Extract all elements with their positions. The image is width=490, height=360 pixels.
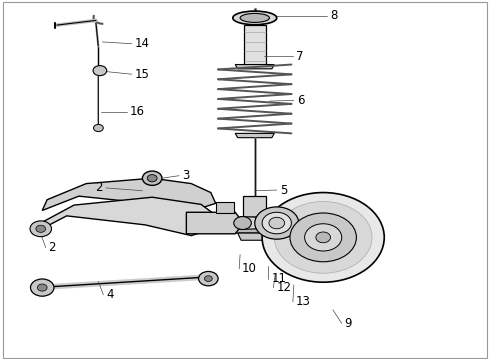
Circle shape: [143, 171, 162, 185]
Text: 9: 9: [344, 317, 352, 330]
Circle shape: [204, 276, 212, 282]
Circle shape: [36, 225, 46, 232]
Circle shape: [290, 213, 356, 262]
Text: 2: 2: [49, 241, 56, 254]
Text: 10: 10: [242, 262, 257, 275]
Circle shape: [147, 175, 157, 182]
Polygon shape: [234, 225, 275, 233]
Circle shape: [37, 284, 47, 291]
Text: 11: 11: [271, 272, 286, 285]
Text: 3: 3: [182, 169, 189, 182]
Circle shape: [94, 125, 103, 132]
Text: 13: 13: [296, 296, 311, 309]
Text: 7: 7: [296, 50, 303, 63]
Circle shape: [262, 212, 292, 234]
Polygon shape: [32, 197, 216, 235]
Circle shape: [316, 232, 331, 243]
Ellipse shape: [233, 11, 277, 25]
Circle shape: [30, 221, 51, 237]
Polygon shape: [42, 178, 216, 211]
Circle shape: [93, 66, 107, 76]
Circle shape: [262, 193, 384, 282]
Text: 15: 15: [135, 68, 149, 81]
Polygon shape: [240, 217, 277, 229]
Polygon shape: [243, 196, 267, 225]
Polygon shape: [244, 25, 266, 64]
Polygon shape: [186, 212, 240, 234]
Text: 16: 16: [130, 105, 145, 118]
Circle shape: [198, 271, 218, 286]
Circle shape: [274, 202, 372, 273]
Text: 1: 1: [275, 209, 282, 222]
Circle shape: [234, 217, 251, 229]
Circle shape: [30, 279, 54, 296]
Polygon shape: [235, 134, 274, 138]
Ellipse shape: [240, 13, 270, 22]
Text: 2: 2: [96, 181, 103, 194]
Polygon shape: [282, 217, 319, 245]
Text: 14: 14: [135, 37, 149, 50]
Text: 8: 8: [330, 9, 338, 22]
Circle shape: [269, 217, 285, 229]
Polygon shape: [216, 202, 234, 213]
Text: 12: 12: [276, 281, 291, 294]
Circle shape: [255, 207, 299, 239]
Text: 4: 4: [106, 288, 114, 301]
Polygon shape: [235, 64, 274, 69]
Text: 5: 5: [280, 184, 287, 197]
Polygon shape: [238, 233, 272, 240]
Circle shape: [305, 224, 342, 251]
Text: 6: 6: [297, 94, 304, 107]
